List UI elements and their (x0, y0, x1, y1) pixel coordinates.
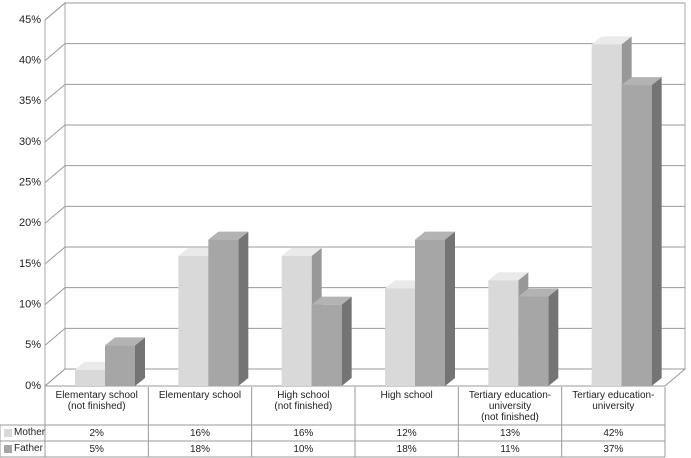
bar (385, 288, 415, 386)
y-tick-label: 20% (19, 217, 41, 229)
y-tick-label: 10% (19, 299, 41, 311)
bar-top (415, 231, 455, 240)
grid-line-side (44, 124, 66, 143)
side-wall (44, 1, 66, 388)
category-label: Elementary school (158, 390, 242, 401)
data-label: 16% (293, 428, 314, 439)
bar (208, 239, 239, 386)
data-label: 18% (396, 444, 417, 455)
bar-side (548, 288, 559, 386)
legend-swatch (4, 429, 12, 437)
bar-top (281, 247, 322, 256)
y-tick-label: 40% (19, 55, 41, 67)
data-label: 12% (396, 428, 417, 439)
data-label: 37% (603, 444, 624, 455)
bar-top (208, 231, 249, 240)
data-label: 2% (89, 428, 104, 439)
category-label: Tertiary education- university (not fini… (468, 390, 552, 423)
y-tick-label: 30% (19, 136, 41, 148)
bar (518, 296, 549, 386)
bar-top (105, 337, 145, 346)
legend-swatch (4, 445, 12, 453)
data-label: 11% (500, 444, 520, 455)
bar (311, 304, 342, 386)
bar-side (651, 77, 662, 387)
data-label: 16% (189, 428, 210, 439)
bar (488, 280, 519, 386)
grid-line-side (44, 83, 66, 102)
data-label: 13% (499, 428, 520, 439)
bar (591, 44, 622, 387)
category-label: Elementary school (not finished) (55, 390, 138, 412)
grid-line-side (44, 246, 66, 265)
grid-line-side (44, 43, 66, 62)
grid-line-side (44, 2, 66, 21)
y-tick-label: 45% (19, 14, 41, 26)
category-label: High school (not finished) (274, 390, 333, 412)
legend-label: Father (14, 443, 43, 454)
data-label: 5% (89, 444, 104, 455)
category-label: Tertiary education- university (572, 390, 655, 412)
bar (178, 255, 209, 386)
bar-top (591, 36, 632, 45)
grid-line-side (44, 287, 66, 306)
legend-label: Mother (14, 427, 46, 438)
bar-side (135, 337, 145, 386)
category-label: High school (380, 390, 433, 401)
bar-side (445, 231, 455, 386)
bar-top (311, 296, 352, 305)
y-tick-label: 0% (25, 380, 41, 392)
data-label: 10% (293, 444, 314, 455)
y-tick-label: 35% (19, 95, 41, 107)
bar (415, 239, 445, 386)
bar-side (238, 231, 249, 386)
y-tick-label: 15% (19, 258, 41, 270)
bar (621, 85, 652, 387)
bar-side (341, 296, 352, 386)
bar (75, 369, 105, 386)
bar-top (488, 272, 529, 281)
bar-top (518, 288, 559, 297)
grid-line-side (44, 165, 66, 184)
bar (281, 255, 312, 386)
data-label: 18% (189, 444, 210, 455)
bar (105, 345, 135, 386)
data-label: 42% (603, 428, 624, 439)
y-tick-label: 25% (19, 177, 41, 189)
bar-top (621, 77, 662, 86)
grid-line-side (44, 205, 66, 224)
y-tick-label: 5% (25, 339, 41, 351)
grid-line-side (44, 327, 66, 346)
